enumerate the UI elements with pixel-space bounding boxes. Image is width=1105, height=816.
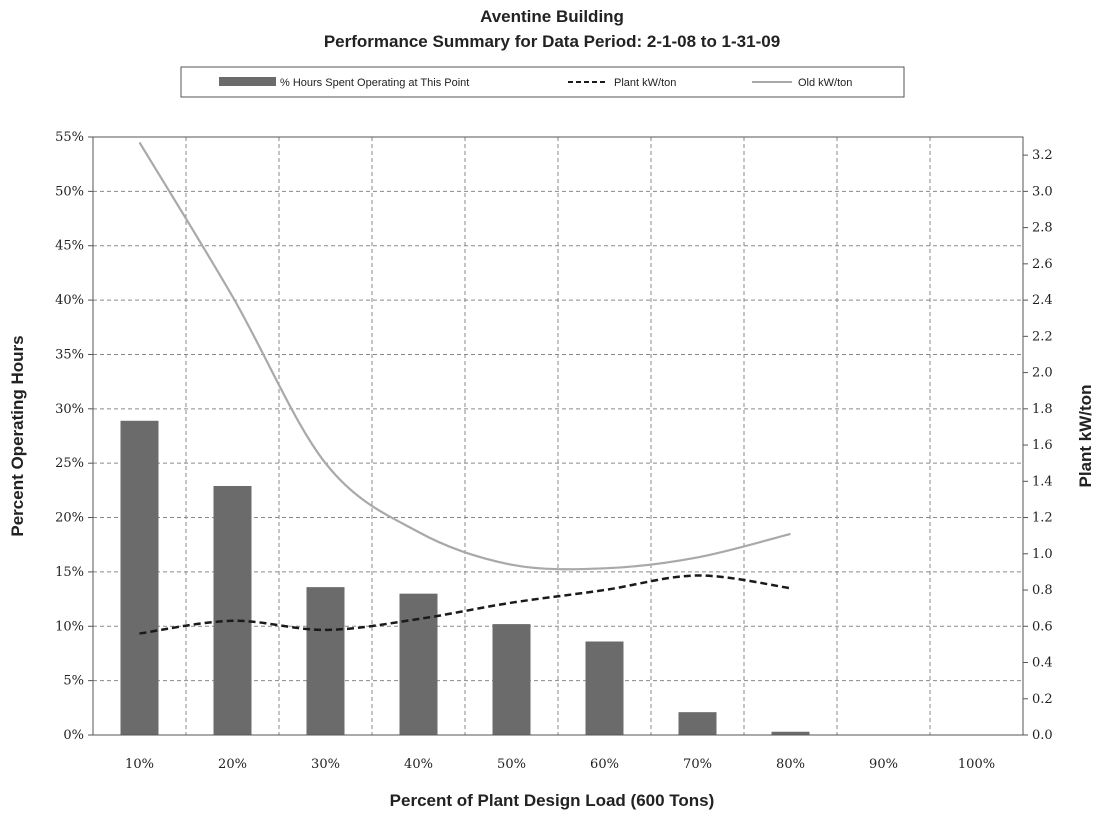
y-axis-ticks: 0% 5% 10% 15% 20% 25% 30% 35% 40% 45% 50% 55%	[55, 130, 93, 743]
legend-label-hours: % Hours Spent Operating at This Point	[280, 77, 469, 89]
y2-tick-label: 1.4	[1032, 474, 1053, 489]
y2-tick-label: 0.0	[1032, 728, 1053, 743]
x-tick-label: 40%	[404, 757, 433, 772]
y2-tick-label: 0.6	[1032, 619, 1053, 634]
y-tick-label: 15%	[55, 565, 84, 580]
plot-border	[92, 136, 1024, 736]
y-tick-label: 50%	[55, 184, 84, 199]
y2-tick-label: 3.0	[1032, 184, 1053, 199]
bar	[678, 712, 717, 735]
y2-tick-label: 2.2	[1032, 329, 1053, 344]
bar	[771, 731, 810, 735]
y2-tick-label: 0.8	[1032, 583, 1053, 598]
y2-tick-label: 1.2	[1032, 511, 1053, 526]
y-tick-label: 0%	[63, 728, 84, 743]
y-tick-label: 55%	[55, 130, 84, 145]
x-tick-label: 100%	[958, 757, 995, 772]
y2-axis-ticks: 0.0 0.2 0.4 0.6 0.8 1.0 1.2 1.4 1.6 1.8 2.0 2.2 2.4 2…	[1023, 148, 1053, 743]
y2-tick-label: 1.6	[1032, 438, 1053, 453]
y-axis-title: Percent Operating Hours	[8, 335, 27, 536]
x-tick-label: 90%	[869, 757, 898, 772]
y-tick-label: 35%	[55, 347, 84, 362]
x-tick-label: 10%	[125, 757, 154, 772]
x-tick-label: 70%	[683, 757, 712, 772]
legend-label-old: Old kW/ton	[798, 77, 852, 89]
y2-tick-label: 1.8	[1032, 402, 1053, 417]
y2-tick-label: 3.2	[1032, 148, 1053, 163]
plant-kw-ton-line	[139, 574, 791, 635]
legend: % Hours Spent Operating at This Point Pl…	[180, 66, 905, 98]
chart-subtitle: Performance Summary for Data Period: 2-1…	[324, 32, 780, 51]
x-tick-label: 30%	[311, 757, 340, 772]
line-series	[138, 141, 791, 635]
y2-tick-label: 1.0	[1032, 547, 1053, 562]
bar	[585, 641, 624, 735]
bar	[492, 624, 531, 735]
x-axis-title: Percent of Plant Design Load (600 Tons)	[390, 791, 715, 810]
x-tick-label: 50%	[497, 757, 526, 772]
y2-axis-title: Plant kW/ton	[1076, 385, 1095, 488]
y2-tick-label: 2.4	[1032, 293, 1053, 308]
y-tick-label: 20%	[55, 511, 84, 526]
bar	[120, 420, 159, 735]
bar	[306, 587, 345, 735]
bar	[399, 593, 438, 735]
x-tick-label: 20%	[218, 757, 247, 772]
old-kw-ton-line	[138, 141, 791, 571]
y2-tick-label: 2.0	[1032, 366, 1053, 381]
y-tick-label: 5%	[63, 674, 84, 689]
bar-series	[120, 420, 810, 735]
x-tick-label: 80%	[776, 757, 805, 772]
y-tick-label: 30%	[55, 402, 84, 417]
legend-swatch-hours	[219, 77, 276, 86]
y-tick-label: 10%	[55, 619, 84, 634]
y2-tick-label: 0.4	[1032, 656, 1053, 671]
chart-title: Aventine Building	[480, 7, 624, 26]
y-tick-label: 25%	[55, 456, 84, 471]
y2-tick-label: 0.2	[1032, 692, 1053, 707]
y2-tick-label: 2.8	[1032, 221, 1053, 236]
grid	[93, 137, 1023, 735]
x-axis-ticks: 10% 20% 30% 40% 50% 60% 70% 80% 90% 100%	[125, 757, 995, 772]
y-tick-label: 45%	[55, 239, 84, 254]
bar	[213, 486, 252, 735]
legend-label-plant: Plant kW/ton	[614, 77, 676, 89]
x-tick-label: 60%	[590, 757, 619, 772]
y2-tick-label: 2.6	[1032, 257, 1053, 272]
y-tick-label: 40%	[55, 293, 84, 308]
